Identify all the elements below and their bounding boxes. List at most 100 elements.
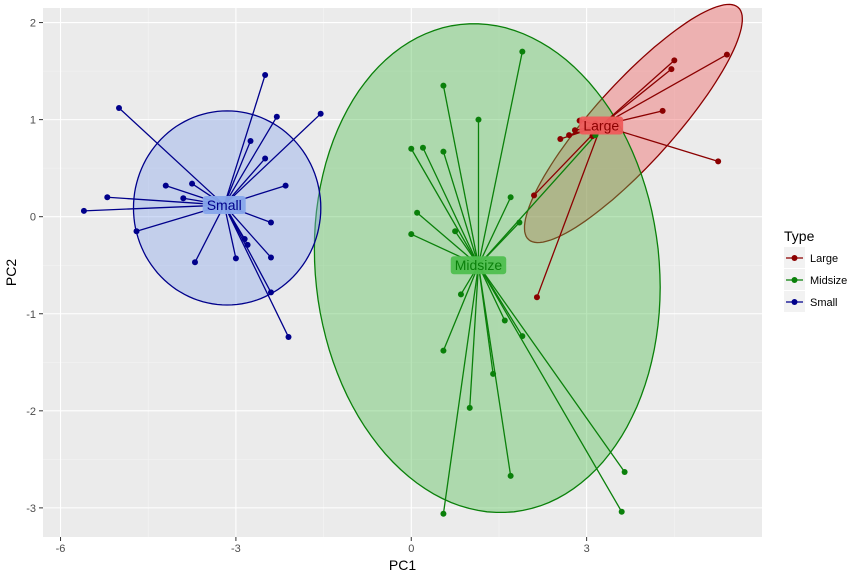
segment-midsize bbox=[477, 264, 623, 513]
major-gridlines bbox=[43, 8, 762, 537]
point-midsize bbox=[440, 148, 447, 155]
point-small bbox=[247, 137, 254, 144]
segment-midsize bbox=[442, 85, 480, 266]
group-label-text: Large bbox=[583, 117, 619, 133]
y-tick-label: 0 bbox=[30, 212, 36, 224]
point-large bbox=[668, 66, 675, 73]
point-small bbox=[80, 207, 87, 214]
segment-small bbox=[223, 204, 290, 338]
segment-small bbox=[83, 204, 225, 212]
segment-large bbox=[536, 125, 602, 298]
plot-panel bbox=[43, 8, 762, 537]
point-large bbox=[659, 107, 666, 114]
segment-midsize bbox=[469, 265, 480, 408]
point-small bbox=[267, 254, 274, 261]
segment-midsize bbox=[422, 147, 480, 266]
segment-large bbox=[600, 68, 672, 126]
x-axis-title: PC1 bbox=[389, 557, 416, 573]
point-midsize bbox=[457, 291, 464, 298]
segment-small bbox=[223, 113, 322, 206]
point-small bbox=[162, 182, 169, 189]
point-small bbox=[241, 236, 248, 243]
group-label-text: Midsize bbox=[455, 257, 503, 273]
point-small bbox=[189, 180, 196, 187]
segment-large bbox=[600, 54, 728, 127]
segment-midsize bbox=[477, 265, 512, 476]
segment-midsize bbox=[478, 134, 596, 266]
group-label-box bbox=[202, 196, 246, 215]
point-midsize bbox=[516, 219, 523, 226]
legend-key-point bbox=[791, 299, 798, 305]
y-tick-label: 1 bbox=[30, 115, 36, 127]
x-tick-label: -3 bbox=[231, 543, 241, 555]
x-tick-label: 3 bbox=[584, 543, 590, 555]
legend-title: Type bbox=[784, 228, 815, 244]
group-label-text: Small bbox=[207, 197, 242, 213]
point-small bbox=[262, 155, 269, 162]
segment-midsize bbox=[477, 264, 626, 473]
data-points bbox=[80, 48, 730, 517]
point-large bbox=[566, 132, 573, 139]
point-midsize bbox=[621, 468, 628, 475]
point-small bbox=[273, 113, 280, 120]
segment-midsize bbox=[477, 264, 506, 321]
point-midsize bbox=[440, 82, 447, 89]
point-large bbox=[531, 192, 538, 199]
point-large bbox=[715, 158, 722, 165]
point-midsize bbox=[519, 333, 526, 340]
point-small bbox=[285, 334, 292, 341]
group-label-box bbox=[579, 116, 624, 135]
point-small bbox=[180, 195, 187, 202]
legend-label-large: Large bbox=[810, 253, 838, 265]
point-small bbox=[191, 259, 198, 266]
point-midsize bbox=[501, 317, 508, 324]
segment-small bbox=[194, 204, 225, 263]
legend-key-point bbox=[791, 277, 798, 283]
y-axis-ticks: -3 -2 -1 0 1 2 bbox=[26, 18, 43, 515]
point-midsize bbox=[440, 510, 447, 517]
point-small bbox=[267, 219, 274, 226]
segment-midsize bbox=[442, 151, 480, 266]
point-midsize bbox=[475, 116, 482, 123]
segment-small bbox=[223, 140, 252, 206]
legend: Type Large Midsize Small bbox=[784, 228, 847, 312]
x-tick-label: 0 bbox=[408, 543, 414, 555]
segment-midsize bbox=[410, 148, 480, 266]
point-large bbox=[723, 51, 730, 58]
point-midsize bbox=[408, 145, 415, 152]
segment-small bbox=[223, 74, 266, 206]
x-axis-ticks: -6 -3 0 3 bbox=[56, 537, 590, 555]
point-large bbox=[533, 294, 540, 301]
y-tick-label: -1 bbox=[26, 309, 36, 321]
point-small bbox=[317, 110, 324, 117]
segment-midsize bbox=[477, 196, 512, 266]
point-midsize bbox=[507, 472, 514, 479]
point-midsize bbox=[618, 508, 625, 515]
point-small bbox=[262, 71, 269, 78]
point-small bbox=[115, 104, 122, 111]
group-label-midsize: Midsize bbox=[450, 256, 507, 275]
point-midsize bbox=[440, 347, 447, 354]
point-small bbox=[133, 228, 140, 235]
segment-midsize bbox=[442, 264, 480, 351]
point-large bbox=[557, 136, 564, 143]
y-axis-title: PC2 bbox=[3, 259, 19, 286]
legend-label-small: Small bbox=[810, 297, 838, 309]
point-small bbox=[282, 182, 289, 189]
point-midsize bbox=[408, 231, 415, 238]
point-midsize bbox=[490, 370, 497, 377]
point-midsize bbox=[507, 194, 514, 201]
point-small bbox=[232, 255, 239, 262]
segment-midsize bbox=[442, 265, 480, 514]
point-small bbox=[104, 194, 111, 201]
segment-small bbox=[223, 116, 278, 206]
x-tick-label: -6 bbox=[56, 543, 66, 555]
point-midsize bbox=[414, 209, 421, 216]
point-midsize bbox=[466, 404, 473, 411]
legend-label-midsize: Midsize bbox=[810, 275, 847, 287]
segment-large bbox=[600, 59, 675, 126]
point-small bbox=[267, 289, 274, 296]
group-labels: Large Midsize Small bbox=[202, 116, 624, 275]
point-large bbox=[671, 57, 678, 64]
